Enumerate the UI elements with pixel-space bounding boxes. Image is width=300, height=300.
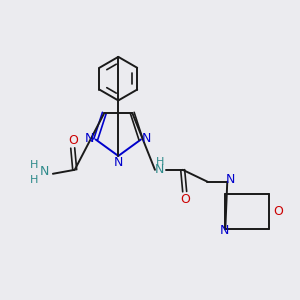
Text: H: H (156, 157, 164, 167)
Text: O: O (273, 205, 283, 218)
Text: N: N (220, 224, 229, 237)
Text: N: N (142, 132, 152, 145)
Text: H: H (30, 175, 38, 185)
Text: O: O (181, 193, 190, 206)
Text: N: N (39, 165, 49, 178)
Text: N: N (226, 173, 235, 186)
Text: N: N (114, 156, 123, 170)
Text: N: N (85, 132, 94, 145)
Text: O: O (68, 134, 78, 147)
Text: N: N (155, 163, 165, 176)
Text: H: H (30, 160, 38, 170)
